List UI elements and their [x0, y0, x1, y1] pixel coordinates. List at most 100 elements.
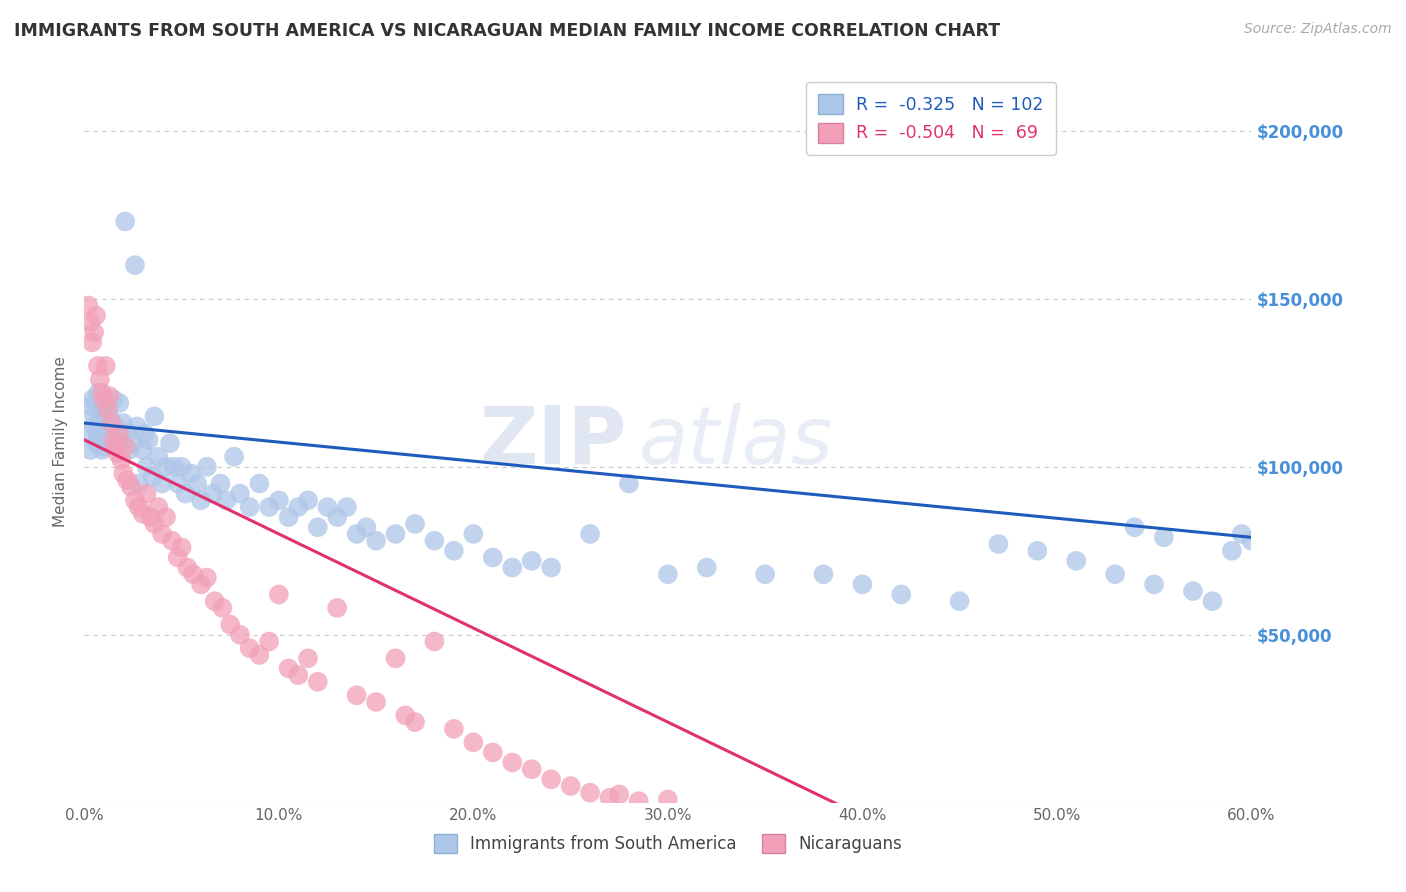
- Point: [89, 413, 111, 427]
- Point: [1143, 577, 1166, 591]
- Point: [501, 560, 523, 574]
- Point: [326, 510, 349, 524]
- Point: [82, 335, 104, 350]
- Point: [540, 560, 562, 574]
- Point: [1181, 584, 1204, 599]
- Point: [190, 493, 212, 508]
- Point: [229, 628, 252, 642]
- Point: [118, 442, 141, 457]
- Point: [501, 756, 523, 770]
- Point: [110, 453, 132, 467]
- Point: [83, 326, 105, 340]
- Point: [579, 786, 602, 800]
- Point: [125, 419, 148, 434]
- Point: [219, 617, 242, 632]
- Point: [540, 772, 562, 787]
- Point: [77, 298, 100, 312]
- Point: [107, 440, 129, 454]
- Point: [287, 500, 309, 514]
- Point: [657, 792, 679, 806]
- Point: [114, 214, 136, 228]
- Point: [150, 527, 173, 541]
- Point: [1220, 543, 1243, 558]
- Point: [135, 459, 157, 474]
- Point: [98, 389, 121, 403]
- Point: [97, 429, 120, 443]
- Point: [267, 587, 290, 601]
- Point: [79, 442, 101, 457]
- Point: [851, 577, 873, 591]
- Point: [267, 493, 290, 508]
- Point: [307, 674, 329, 689]
- Point: [166, 476, 188, 491]
- Point: [607, 788, 630, 802]
- Point: [201, 486, 224, 500]
- Point: [482, 550, 505, 565]
- Point: [128, 500, 150, 514]
- Point: [1230, 527, 1253, 541]
- Point: [124, 493, 146, 508]
- Point: [277, 661, 299, 675]
- Point: [394, 708, 416, 723]
- Point: [114, 440, 136, 454]
- Point: [366, 695, 388, 709]
- Point: [384, 651, 406, 665]
- Point: [307, 520, 329, 534]
- Point: [103, 392, 125, 407]
- Point: [297, 651, 319, 665]
- Text: Source: ZipAtlas.com: Source: ZipAtlas.com: [1244, 22, 1392, 37]
- Point: [224, 450, 246, 464]
- Text: atlas: atlas: [638, 402, 834, 481]
- Point: [209, 476, 232, 491]
- Point: [132, 442, 155, 457]
- Point: [83, 409, 105, 424]
- Point: [87, 429, 110, 443]
- Point: [108, 396, 131, 410]
- Point: [257, 500, 280, 514]
- Point: [482, 745, 505, 759]
- Point: [87, 359, 110, 373]
- Point: [229, 486, 252, 500]
- Point: [297, 493, 319, 508]
- Point: [124, 258, 146, 272]
- Point: [181, 567, 204, 582]
- Point: [82, 392, 104, 407]
- Point: [84, 309, 107, 323]
- Point: [657, 567, 679, 582]
- Point: [186, 476, 208, 491]
- Point: [754, 567, 776, 582]
- Point: [132, 507, 155, 521]
- Point: [316, 500, 339, 514]
- Legend: Immigrants from South America, Nicaraguans: Immigrants from South America, Nicaragua…: [427, 827, 908, 860]
- Point: [79, 315, 101, 329]
- Point: [211, 600, 233, 615]
- Point: [1026, 543, 1049, 558]
- Point: [423, 533, 446, 548]
- Point: [84, 396, 107, 410]
- Point: [257, 634, 280, 648]
- Point: [90, 399, 112, 413]
- Point: [1123, 520, 1146, 534]
- Point: [94, 359, 117, 373]
- Point: [143, 409, 166, 424]
- Point: [249, 648, 271, 662]
- Point: [134, 426, 156, 441]
- Point: [579, 527, 602, 541]
- Point: [148, 450, 170, 464]
- Point: [84, 436, 107, 450]
- Point: [97, 402, 120, 417]
- Point: [115, 473, 138, 487]
- Point: [89, 372, 111, 386]
- Point: [159, 436, 181, 450]
- Point: [463, 527, 485, 541]
- Point: [112, 416, 135, 430]
- Point: [560, 779, 582, 793]
- Point: [135, 486, 157, 500]
- Point: [141, 470, 163, 484]
- Point: [107, 446, 129, 460]
- Point: [195, 459, 218, 474]
- Point: [104, 419, 127, 434]
- Point: [160, 533, 183, 548]
- Point: [87, 385, 110, 400]
- Point: [599, 790, 621, 805]
